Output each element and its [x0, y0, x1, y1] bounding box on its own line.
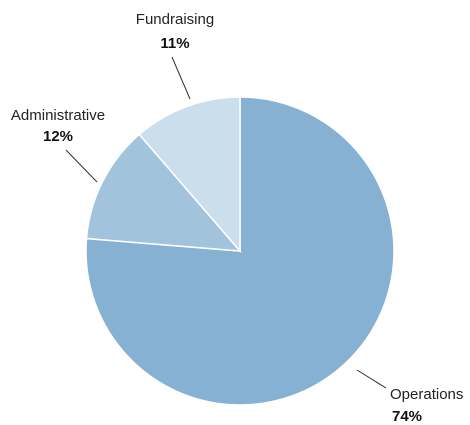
pie-slice-administrative — [85, 133, 242, 252]
leader-line-fundraising — [171, 56, 191, 100]
slice-value-operations: 74% — [392, 408, 422, 425]
leader-line-operations — [356, 369, 387, 389]
slice-label-operations: Operations — [390, 386, 463, 403]
leader-line-administrative — [65, 149, 98, 183]
slice-label-fundraising: Fundraising — [136, 11, 214, 28]
pie-slice-operations — [85, 96, 395, 406]
pie-slices — [85, 96, 395, 406]
pie-slice-fundraising — [138, 96, 241, 254]
slice-value-administrative: 12% — [43, 128, 73, 145]
slice-value-fundraising: 11% — [160, 35, 189, 52]
pie-labels: Operations 74% Administrative 12% Fundraisin… — [11, 11, 463, 425]
slice-label-administrative: Administrative — [11, 107, 105, 124]
